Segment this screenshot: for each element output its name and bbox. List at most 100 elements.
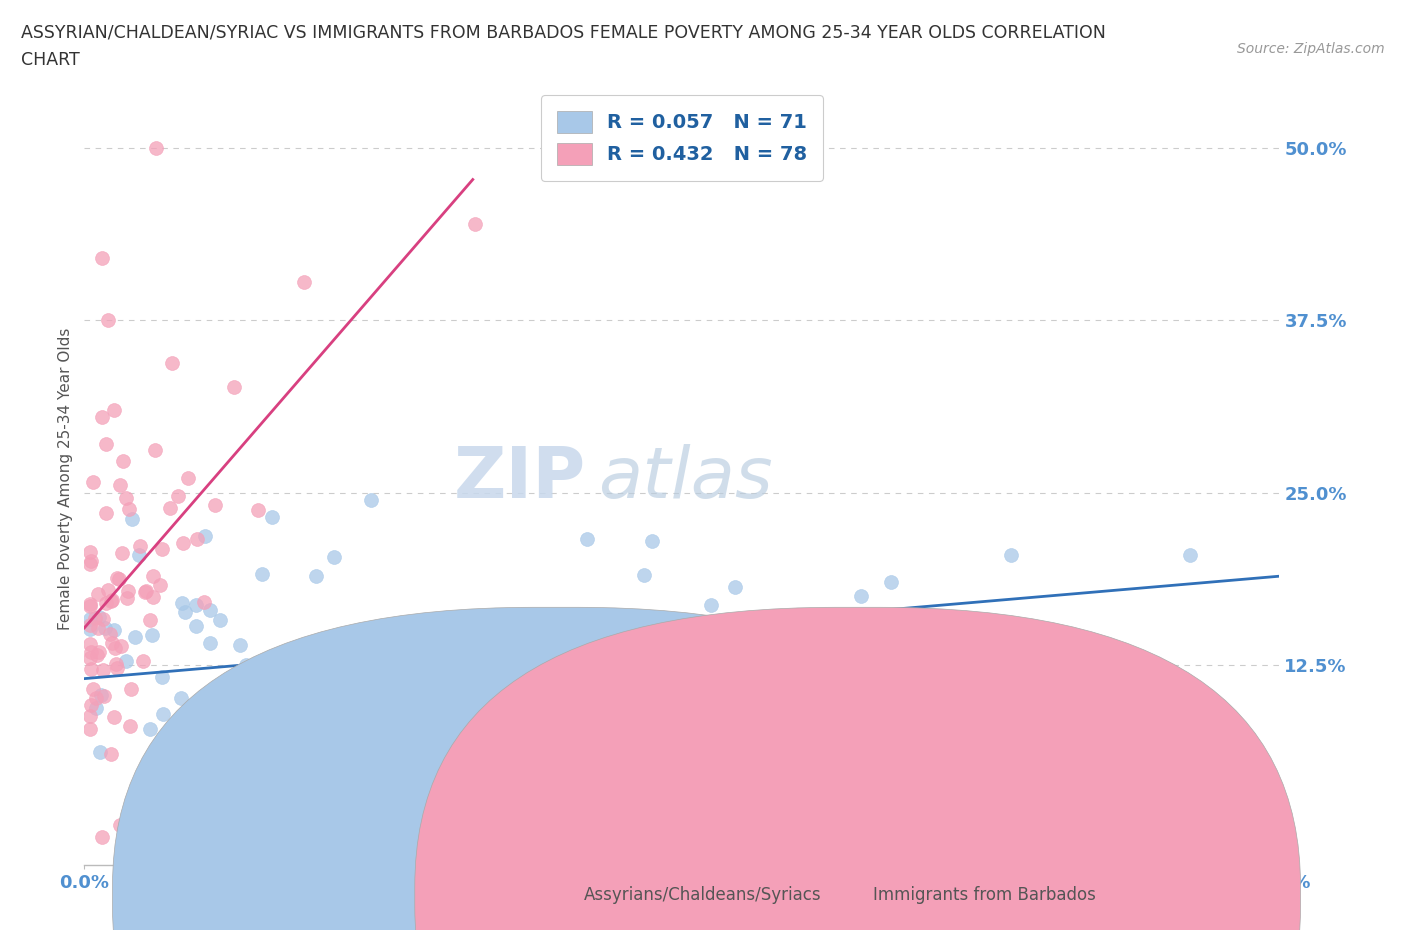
- Point: [104, 641, 127, 656]
- Point: [297, 680, 319, 695]
- Point: [93, 688, 115, 703]
- Point: [201, 748, 224, 763]
- Point: [93, 620, 115, 635]
- Point: [239, 663, 262, 678]
- Point: [149, 578, 172, 593]
- Point: [111, 546, 134, 561]
- Point: [218, 753, 240, 768]
- Point: [80, 553, 103, 568]
- Point: [79, 597, 101, 612]
- Point: [110, 638, 132, 653]
- Text: CHART: CHART: [21, 51, 80, 69]
- Point: [145, 140, 167, 155]
- Point: [214, 760, 236, 775]
- Point: [342, 671, 364, 686]
- Point: [184, 618, 207, 633]
- Point: [633, 567, 655, 582]
- Point: [339, 631, 361, 646]
- Point: [120, 682, 142, 697]
- Point: [79, 612, 101, 627]
- Point: [389, 710, 412, 724]
- Point: [86, 647, 108, 662]
- Point: [575, 704, 598, 719]
- Point: [292, 274, 315, 289]
- Point: [91, 612, 114, 627]
- Point: [91, 409, 114, 424]
- Legend: R = 0.057   N = 71, R = 0.432   N = 78: R = 0.057 N = 71, R = 0.432 N = 78: [541, 95, 823, 180]
- Point: [131, 654, 153, 669]
- Point: [121, 512, 143, 526]
- Point: [108, 571, 131, 586]
- Point: [79, 698, 101, 712]
- Point: [165, 745, 187, 760]
- Point: [90, 830, 112, 844]
- Point: [111, 454, 134, 469]
- Point: [103, 403, 125, 418]
- Point: [159, 500, 181, 515]
- Point: [94, 437, 117, 452]
- Point: [222, 379, 245, 394]
- Point: [186, 598, 208, 613]
- Point: [87, 587, 110, 602]
- Point: [98, 627, 121, 642]
- Point: [142, 568, 165, 583]
- Point: [229, 638, 252, 653]
- Point: [115, 591, 138, 606]
- Point: [360, 492, 382, 507]
- Point: [152, 707, 174, 722]
- Point: [700, 597, 723, 612]
- Point: [363, 636, 385, 651]
- Point: [194, 528, 217, 543]
- Point: [89, 644, 111, 659]
- Point: [724, 579, 747, 594]
- Point: [170, 595, 193, 610]
- Point: [190, 696, 212, 711]
- Point: [79, 544, 101, 559]
- Text: ZIP: ZIP: [454, 445, 586, 513]
- Point: [82, 474, 104, 489]
- Point: [82, 682, 104, 697]
- Point: [167, 488, 190, 503]
- Point: [84, 700, 107, 715]
- Point: [228, 697, 250, 711]
- Point: [141, 628, 163, 643]
- Point: [79, 709, 101, 724]
- Point: [1178, 548, 1201, 563]
- Point: [204, 498, 226, 512]
- Point: [162, 356, 184, 371]
- Point: [322, 550, 344, 565]
- Point: [1000, 548, 1022, 563]
- Point: [100, 747, 122, 762]
- Point: [79, 636, 101, 651]
- Point: [150, 670, 173, 684]
- Point: [97, 583, 120, 598]
- Point: [134, 585, 156, 600]
- Point: [103, 710, 125, 724]
- Point: [84, 610, 107, 625]
- Point: [107, 660, 129, 675]
- Point: [186, 532, 208, 547]
- Point: [91, 251, 114, 266]
- Point: [114, 491, 136, 506]
- Point: [142, 590, 165, 604]
- Point: [173, 604, 195, 619]
- Point: [89, 745, 111, 760]
- Point: [128, 548, 150, 563]
- Point: [150, 542, 173, 557]
- Point: [872, 727, 894, 742]
- Point: [576, 532, 599, 547]
- Point: [80, 661, 103, 676]
- Point: [80, 644, 103, 659]
- Point: [94, 505, 117, 520]
- Point: [851, 589, 873, 604]
- Point: [218, 694, 240, 709]
- Point: [188, 714, 211, 729]
- Point: [235, 658, 257, 672]
- Point: [100, 593, 122, 608]
- Point: [200, 636, 222, 651]
- Point: [145, 443, 167, 458]
- Point: [145, 830, 167, 844]
- Y-axis label: Female Poverty Among 25-34 Year Olds: Female Poverty Among 25-34 Year Olds: [58, 327, 73, 631]
- Point: [200, 603, 222, 618]
- Point: [464, 217, 486, 232]
